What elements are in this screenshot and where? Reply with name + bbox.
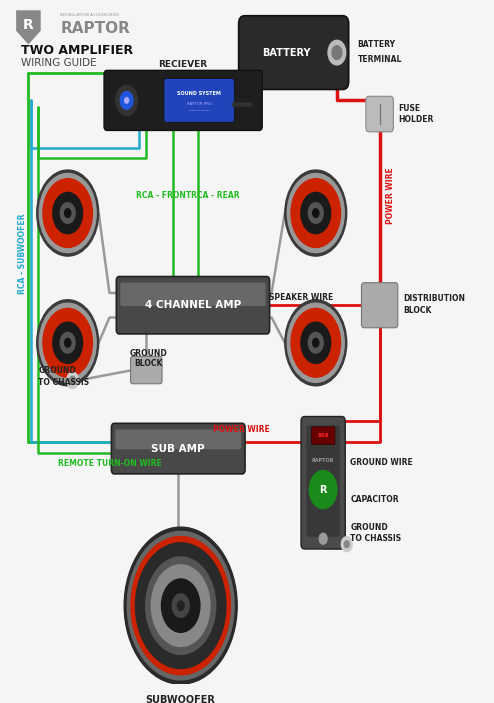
FancyBboxPatch shape [366, 96, 393, 131]
Text: GROUND WIRE: GROUND WIRE [350, 458, 413, 467]
Circle shape [131, 536, 230, 675]
Text: TO CHASSIS: TO CHASSIS [350, 534, 401, 543]
Text: POWER WIRE: POWER WIRE [212, 425, 269, 434]
FancyBboxPatch shape [116, 276, 270, 334]
FancyBboxPatch shape [120, 283, 266, 306]
Circle shape [291, 179, 340, 247]
Text: BLOCK: BLOCK [403, 307, 432, 315]
Circle shape [172, 594, 189, 617]
Circle shape [328, 40, 346, 65]
Circle shape [120, 91, 133, 109]
Text: GROUND: GROUND [130, 349, 167, 358]
Circle shape [301, 322, 330, 363]
Text: TO CHASSIS: TO CHASSIS [38, 378, 89, 387]
Circle shape [39, 303, 96, 382]
FancyBboxPatch shape [239, 15, 349, 89]
Circle shape [124, 527, 237, 684]
Circle shape [313, 209, 319, 217]
Circle shape [308, 333, 323, 353]
Circle shape [43, 309, 92, 378]
FancyBboxPatch shape [164, 79, 234, 122]
FancyBboxPatch shape [232, 103, 252, 107]
Text: INSTALLATION ACCESSORIES: INSTALLATION ACCESSORIES [60, 13, 119, 17]
Text: BLOCK: BLOCK [134, 359, 163, 368]
Circle shape [127, 531, 234, 680]
Text: RAPTOR: RAPTOR [60, 21, 130, 36]
Text: BATTERY: BATTERY [262, 48, 311, 58]
Circle shape [124, 98, 128, 103]
FancyBboxPatch shape [112, 423, 245, 474]
Text: DISTRIBUTION: DISTRIBUTION [403, 294, 465, 303]
Text: SOUND SYSTEM: SOUND SYSTEM [177, 91, 221, 96]
Text: SPEAKER WIRE: SPEAKER WIRE [269, 292, 333, 302]
Circle shape [344, 541, 349, 548]
Circle shape [341, 536, 352, 552]
Circle shape [301, 193, 330, 233]
Text: RCA - REAR: RCA - REAR [191, 191, 240, 200]
Text: TWO AMPLIFIER: TWO AMPLIFIER [21, 44, 133, 57]
Text: RAPTOR PRO: RAPTOR PRO [187, 102, 212, 106]
Circle shape [53, 322, 82, 363]
Circle shape [332, 46, 342, 60]
Circle shape [162, 579, 200, 632]
Circle shape [285, 299, 347, 386]
Text: RECIEVER: RECIEVER [159, 60, 207, 70]
Circle shape [309, 470, 337, 509]
Text: HOLDER: HOLDER [398, 115, 434, 124]
Circle shape [288, 174, 344, 252]
Text: R: R [320, 484, 327, 495]
Text: GROUND: GROUND [38, 366, 76, 375]
Circle shape [291, 309, 340, 378]
Text: WIRING GUIDE: WIRING GUIDE [21, 58, 97, 67]
Circle shape [151, 565, 210, 647]
Circle shape [65, 338, 71, 347]
Circle shape [65, 209, 71, 217]
FancyBboxPatch shape [362, 283, 398, 328]
Circle shape [135, 543, 226, 669]
Circle shape [177, 601, 184, 610]
Circle shape [308, 202, 323, 224]
Circle shape [43, 179, 92, 247]
Circle shape [37, 299, 99, 386]
Circle shape [146, 557, 216, 654]
Circle shape [116, 85, 137, 115]
Circle shape [70, 376, 76, 385]
Circle shape [37, 170, 99, 256]
Text: R: R [23, 18, 34, 32]
Text: FUSE: FUSE [398, 104, 420, 113]
FancyBboxPatch shape [130, 356, 162, 384]
Text: TERMINAL: TERMINAL [358, 55, 402, 64]
FancyBboxPatch shape [116, 430, 241, 449]
Text: RCA - SUBWOOFER: RCA - SUBWOOFER [17, 214, 27, 295]
Text: BATTERY: BATTERY [358, 40, 396, 49]
Text: ─────────────: ───────────── [189, 109, 210, 113]
FancyBboxPatch shape [104, 70, 262, 131]
Text: REMOTE TURN-ON WIRE: REMOTE TURN-ON WIRE [58, 459, 162, 468]
Circle shape [313, 338, 319, 347]
Text: SUB AMP: SUB AMP [152, 444, 205, 453]
Text: RAPTOR: RAPTOR [312, 458, 334, 463]
Polygon shape [16, 11, 41, 44]
Text: GROUND: GROUND [350, 522, 388, 531]
Text: CAPACITOR: CAPACITOR [350, 496, 399, 504]
Circle shape [288, 303, 344, 382]
Circle shape [319, 534, 327, 544]
Circle shape [60, 202, 75, 224]
Text: POWER WIRE: POWER WIRE [386, 167, 395, 224]
Circle shape [285, 170, 347, 256]
Circle shape [39, 174, 96, 252]
Text: 4 CHANNEL AMP: 4 CHANNEL AMP [145, 300, 241, 310]
Text: 888: 888 [317, 433, 329, 438]
Text: RCA - FRONT: RCA - FRONT [136, 191, 191, 200]
FancyBboxPatch shape [306, 425, 340, 536]
Text: SUBWOOFER: SUBWOOFER [146, 695, 215, 703]
FancyBboxPatch shape [301, 416, 345, 549]
Circle shape [60, 333, 75, 353]
Circle shape [53, 193, 82, 233]
FancyBboxPatch shape [311, 427, 335, 444]
Circle shape [67, 372, 79, 389]
